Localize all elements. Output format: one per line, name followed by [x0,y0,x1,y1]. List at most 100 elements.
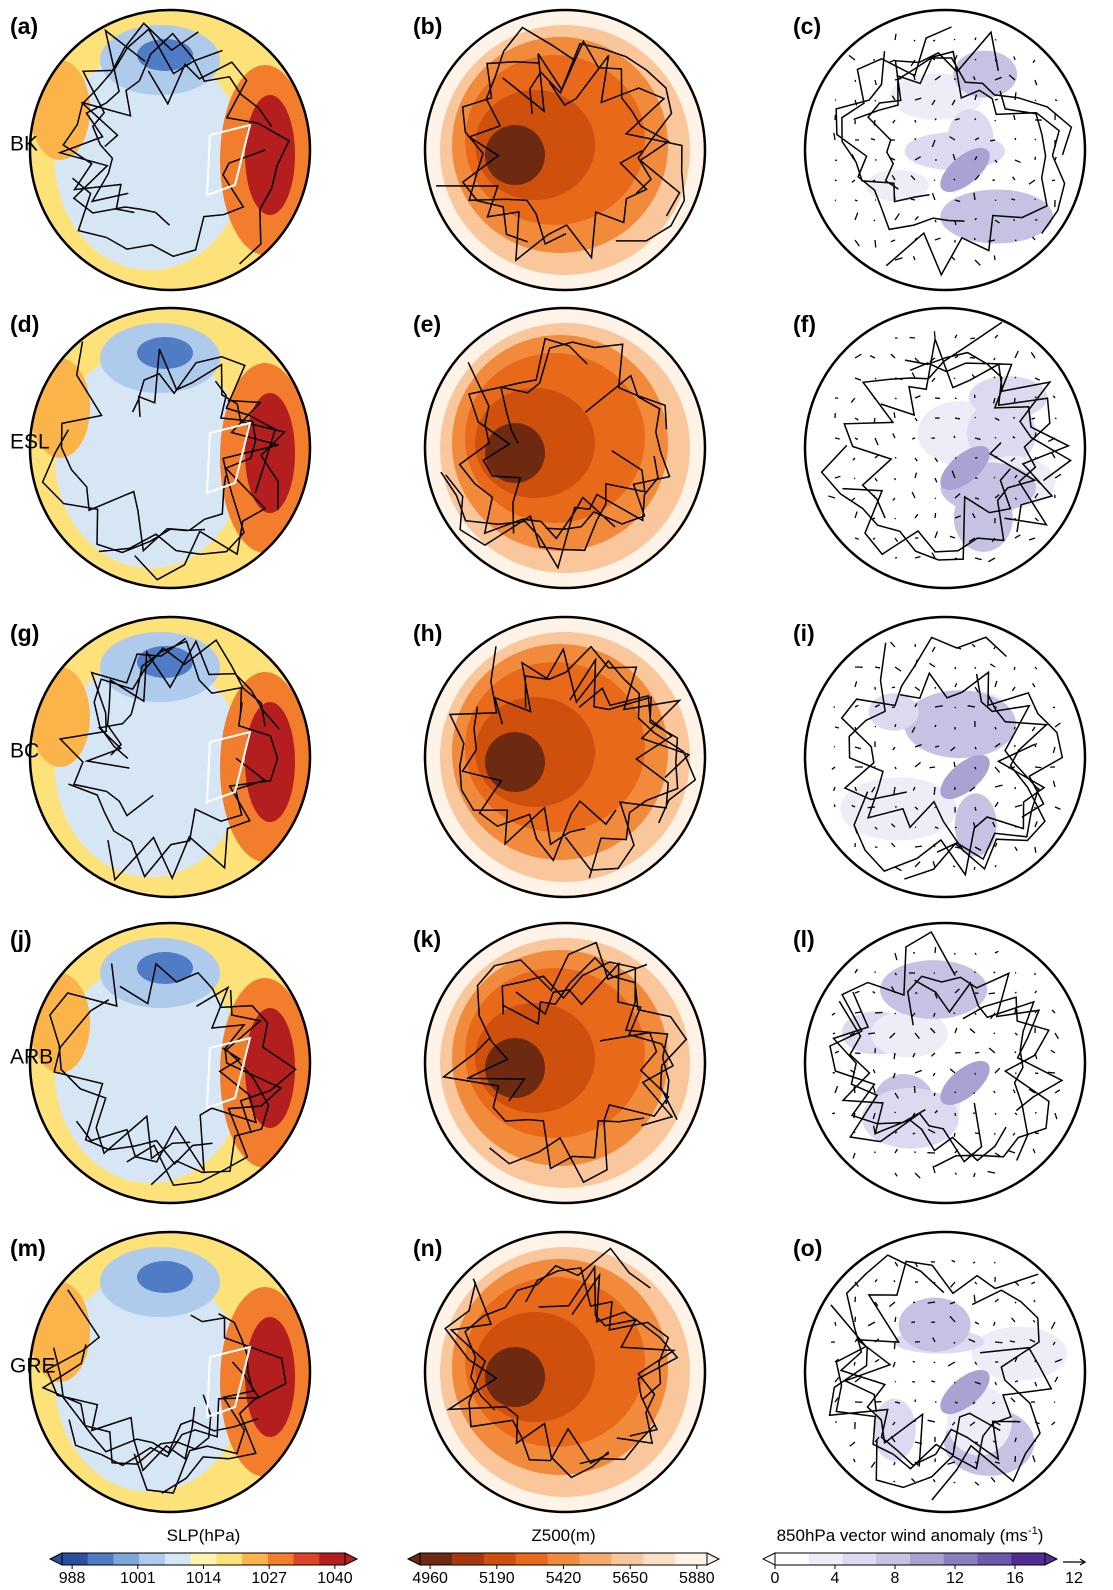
reference-arrow [1063,1559,1085,1565]
tick-label: 4960 [412,1570,448,1587]
color-segment [775,1553,809,1565]
tick-label: 5420 [546,1570,582,1587]
color-segment [62,1553,88,1565]
wind-vector [835,180,837,181]
tick-label: 0 [771,1570,780,1587]
wind-vector [875,378,876,379]
wind-vector [874,220,875,221]
color-segment [88,1553,114,1565]
panel-label: (i) [793,620,815,646]
wind-vector [993,1441,995,1442]
panel-label: (m) [10,1235,46,1261]
wind-vector [954,378,955,379]
field [899,1298,971,1352]
wind-vector [913,1302,915,1303]
wind-vector [934,1362,935,1363]
map-fill [805,617,1085,897]
row-label: BC [10,740,39,763]
wind-vector [875,1012,882,1013]
panel-label: (g) [10,620,39,646]
wind-vector [935,119,936,120]
wind-vector [975,667,976,669]
extend-left [50,1553,62,1565]
tick-label: 5190 [479,1570,515,1587]
color-segment [268,1553,294,1565]
wind-vector [955,667,956,669]
wind-vector [915,846,922,847]
wind-vector [995,99,998,100]
tick-label: 1040 [317,1570,353,1587]
color-segment [516,1553,548,1565]
field [485,732,545,792]
wind-vector [875,100,876,101]
map-panel [805,923,1085,1203]
wind-vector [910,337,915,338]
wind-vector [1015,240,1016,241]
extend-left [763,1553,775,1565]
tick-label: 988 [59,1570,86,1587]
tick-label: 1001 [120,1570,156,1587]
wind-vector [934,787,935,795]
tick-label: 5880 [679,1570,715,1587]
title-text: Z500(m) [531,1526,595,1545]
wind-vector [1015,138,1016,140]
field [245,702,295,822]
title-text: SLP(hPa) [167,1526,241,1545]
wind-vector [955,1092,956,1093]
wind-vector [892,687,895,688]
wind-vector [955,707,956,708]
field [840,777,956,840]
wind-vector [974,395,975,398]
tick-label: 1014 [186,1570,222,1587]
map-panel [805,308,1085,588]
wind-vector [914,1086,915,1093]
map-fill [425,308,705,588]
title-sup: -1 [1028,1525,1038,1537]
tick-label: 12 [946,1570,964,1587]
map-fill [425,1232,705,1512]
map-panel [805,1232,1085,1512]
wind-vector [914,40,915,41]
wind-vector [954,179,955,180]
wind-vector [994,477,995,478]
wind-vector [1055,418,1056,419]
color-segment [910,1553,944,1565]
color-segment [611,1553,643,1565]
wind-vector [1048,1072,1055,1073]
panel-label: (c) [793,13,821,39]
map-panel [425,10,705,290]
wind-vector [1014,727,1015,729]
field [245,1317,295,1437]
field [485,125,545,185]
wind-vector [895,1013,896,1014]
wind-vector [994,972,995,973]
wind-vector [935,725,936,727]
wind-vector [1015,1051,1016,1053]
wind-vector [930,767,935,768]
map-panel [425,617,705,897]
wind-vector [833,1033,835,1034]
wind-vector [855,200,857,201]
field [880,960,987,1019]
colorbar-title: Z500(m) [531,1526,595,1545]
color-segment [420,1553,452,1565]
color-segment [548,1553,580,1565]
title-text: 850hPa vector wind anomaly (ms [777,1526,1028,1545]
color-segment [944,1553,978,1565]
panel-label: (a) [10,13,38,39]
wind-vector [895,398,897,399]
map-fill [425,10,705,290]
wind-vector [894,1342,895,1349]
field [869,693,919,730]
wind-vector [935,947,936,953]
wind-vector [935,746,939,747]
map-fill [30,923,310,1203]
panel-label: (n) [413,1235,442,1261]
map-panel [30,617,310,897]
map-panel [425,1232,705,1512]
wind-vector [912,438,915,439]
color-segment [191,1553,217,1565]
row-label: GRE [10,1355,56,1378]
wind-vector [1052,180,1055,181]
wind-vector [975,767,976,769]
